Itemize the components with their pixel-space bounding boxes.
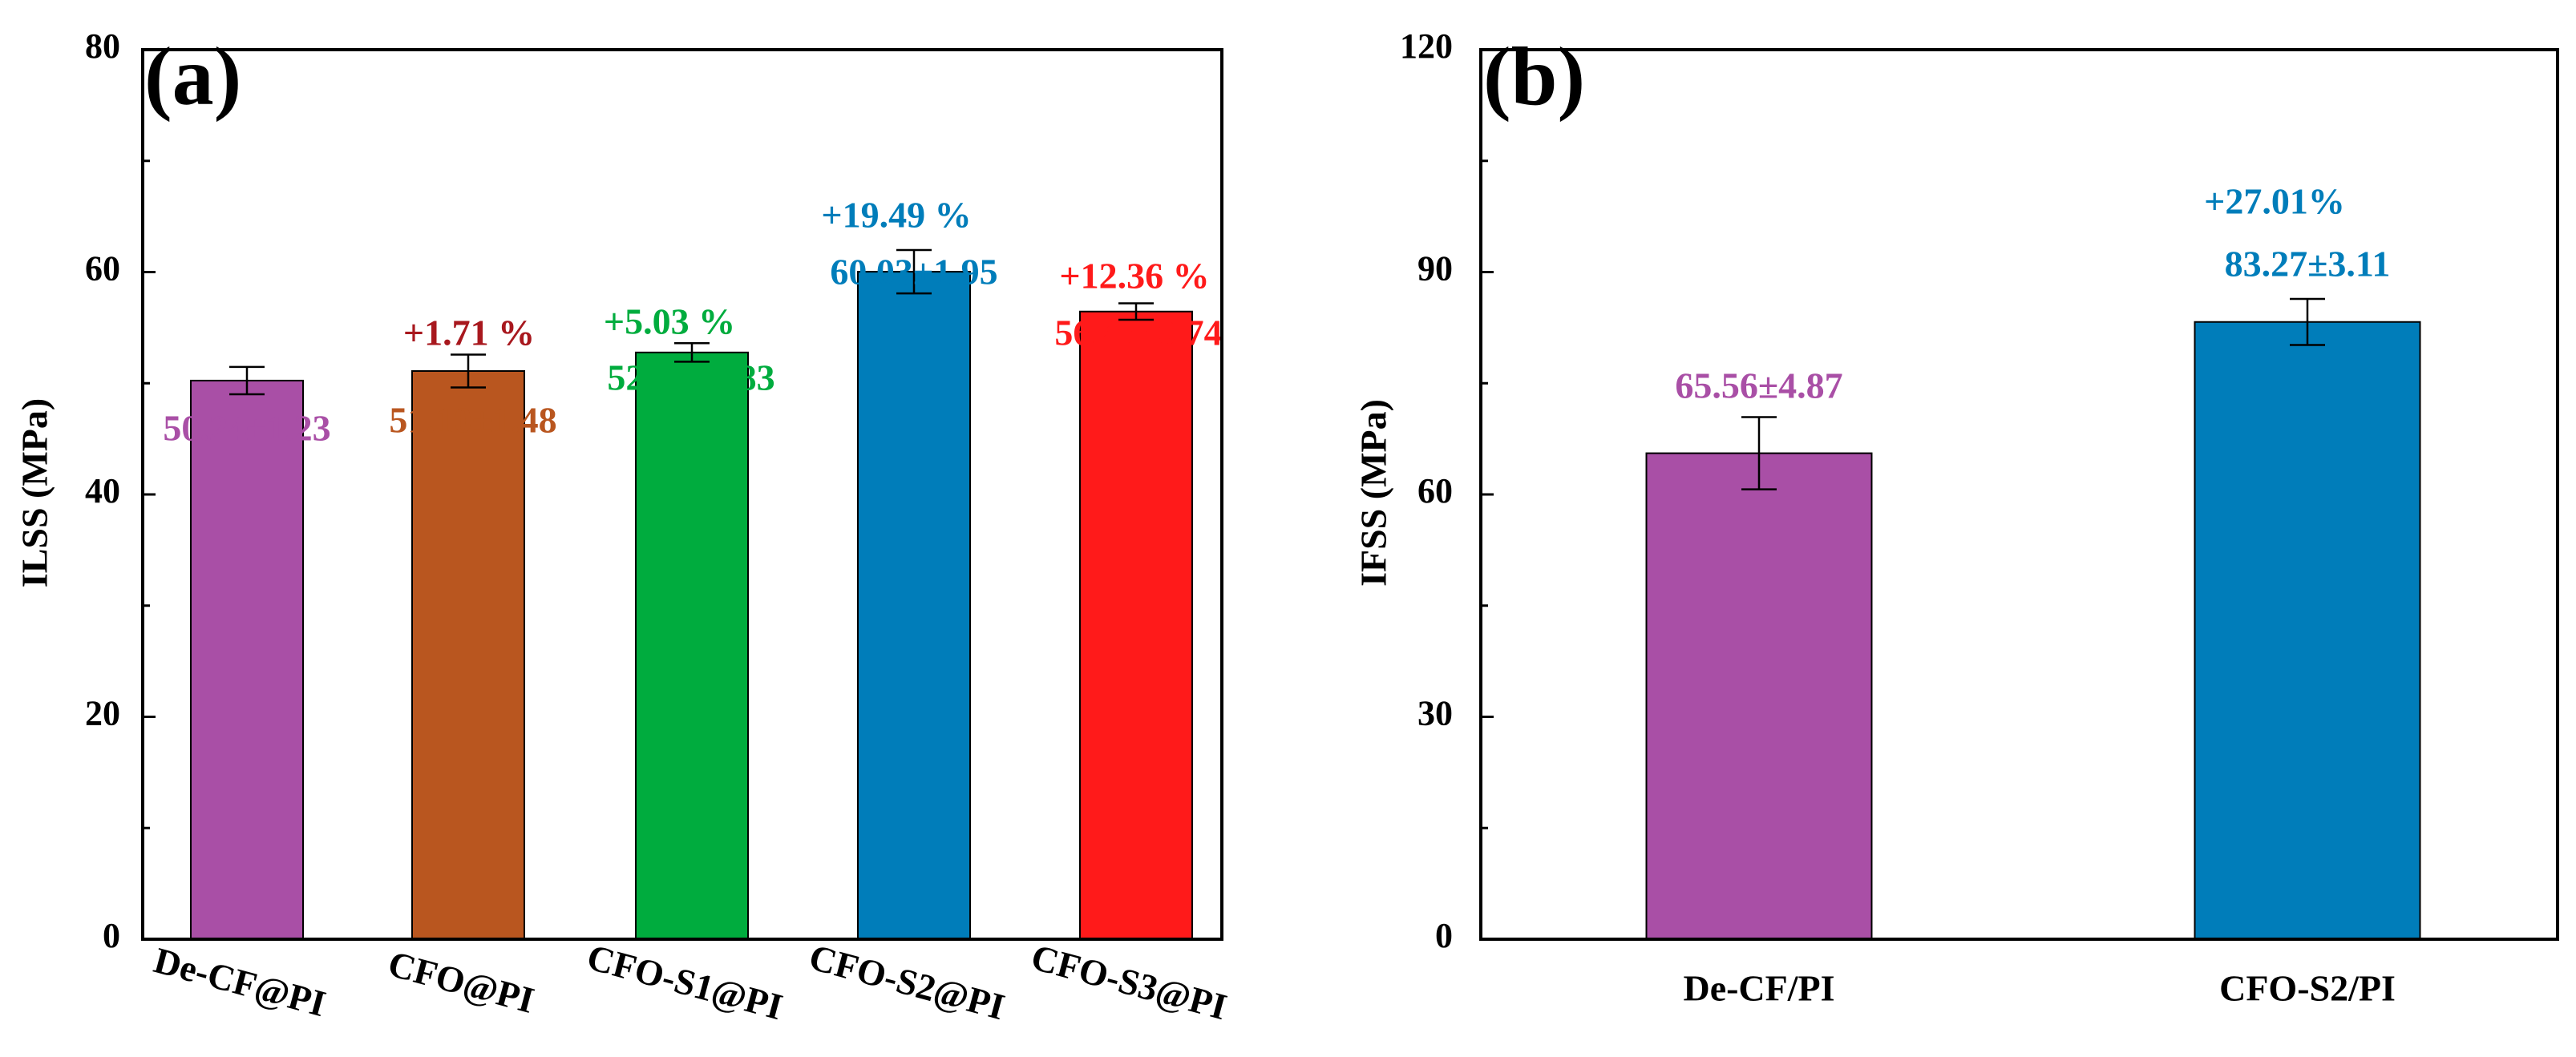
y-tick-label: 30 bbox=[1417, 694, 1453, 733]
bar bbox=[411, 369, 525, 940]
value-label: 83.27±3.11 bbox=[2225, 244, 2391, 284]
value-label: 51.10±1.48 bbox=[389, 400, 556, 441]
y-tick-label: 0 bbox=[103, 916, 120, 955]
percent-label: +5.03 % bbox=[604, 301, 735, 342]
panel-label: (a) bbox=[144, 30, 241, 123]
bar bbox=[190, 379, 304, 941]
x-tick-label: CFO-S2@PI bbox=[805, 936, 1009, 1027]
bar bbox=[1645, 452, 1873, 940]
value-label: 56.45±0.74 bbox=[1054, 313, 1222, 353]
y-tick-label: 120 bbox=[1400, 26, 1453, 66]
chart-panel-a: 50.24±1.23 De-CF@PI 51.10±1.48 +1.71 % CFO@P… bbox=[14, 26, 1231, 1027]
percent-label: +27.01% bbox=[2204, 181, 2345, 222]
panel-label: (b) bbox=[1483, 30, 1585, 123]
x-tick-label: CFO-S1@PI bbox=[583, 936, 787, 1027]
y-tick-label: 0 bbox=[1435, 916, 1453, 955]
x-tick-label: CFO-S3@PI bbox=[1027, 936, 1231, 1027]
y-tick-label: 40 bbox=[85, 471, 120, 510]
x-tick-label: De-CF/PI bbox=[1683, 968, 1834, 1009]
value-label: 65.56±4.87 bbox=[1675, 365, 1842, 406]
bar bbox=[1079, 310, 1193, 941]
bar bbox=[2194, 321, 2421, 940]
percent-label: +12.36 % bbox=[1059, 256, 1209, 297]
x-tick-label: De-CF@PI bbox=[150, 939, 330, 1024]
value-label: 60.03±1.95 bbox=[830, 252, 997, 292]
x-tick-label: CFO-S2/PI bbox=[2219, 968, 2396, 1009]
chart-panel-b: 65.56±4.87 De-CF/PI 83.27±3.11 +27.01% CFO-S… bbox=[1353, 26, 2559, 1009]
percent-label: +1.71 % bbox=[403, 313, 535, 353]
value-label: 52.77±0.83 bbox=[607, 357, 774, 398]
y-tick-label: 60 bbox=[85, 249, 120, 288]
value-label: 50.24±1.23 bbox=[163, 408, 330, 449]
y-tick-label: 20 bbox=[85, 694, 120, 733]
bar bbox=[635, 351, 749, 941]
y-tick-label: 90 bbox=[1417, 249, 1453, 288]
y-tick-label: 80 bbox=[85, 26, 120, 66]
bar bbox=[857, 271, 971, 940]
y-axis-title: IFSS (MPa) bbox=[1353, 399, 1394, 587]
y-tick-label: 60 bbox=[1417, 471, 1453, 510]
percent-label: +19.49 % bbox=[821, 195, 971, 236]
y-axis-title: ILSS (MPa) bbox=[14, 398, 55, 587]
x-tick-label: CFO@PI bbox=[384, 943, 539, 1021]
